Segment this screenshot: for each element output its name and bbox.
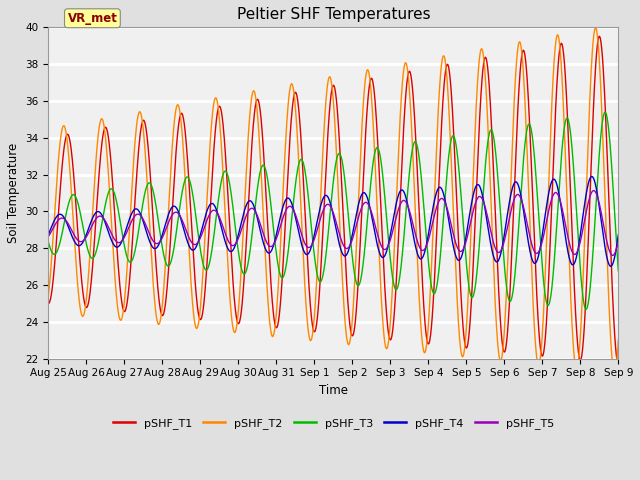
pSHF_T1 — [235, 321, 243, 326]
pSHF_T1 — [172, 161, 179, 167]
pSHF_T5 — [497, 249, 504, 254]
Title: Peltier SHF Temperatures: Peltier SHF Temperatures — [237, 7, 430, 22]
pSHF_T4 — [497, 252, 504, 258]
pSHF_T5 — [45, 233, 52, 239]
pSHF_T2 — [172, 111, 179, 117]
pSHF_T1 — [157, 311, 165, 317]
pSHF_T5 — [609, 252, 616, 258]
pSHF_T5 — [235, 234, 243, 240]
pSHF_T5 — [172, 209, 179, 215]
pSHF_T2 — [157, 311, 165, 317]
pSHF_T1 — [497, 317, 504, 323]
pSHF_T3 — [235, 252, 243, 258]
pSHF_T2 — [422, 347, 429, 352]
pSHF_T4 — [45, 231, 52, 237]
pSHF_T3 — [582, 306, 590, 312]
pSHF_T4 — [588, 174, 596, 180]
pSHF_T2 — [614, 337, 622, 343]
pSHF_T4 — [157, 235, 165, 241]
pSHF_T4 — [235, 229, 243, 235]
Legend: pSHF_T1, pSHF_T2, pSHF_T3, pSHF_T4, pSHF_T5: pSHF_T1, pSHF_T2, pSHF_T3, pSHF_T4, pSHF… — [108, 414, 559, 434]
pSHF_T2 — [235, 300, 243, 306]
Line: pSHF_T5: pSHF_T5 — [49, 191, 618, 255]
Line: pSHF_T1: pSHF_T1 — [49, 36, 618, 364]
pSHF_T1 — [45, 300, 52, 306]
pSHF_T2 — [45, 292, 52, 298]
pSHF_T1 — [422, 329, 429, 335]
pSHF_T4 — [614, 232, 622, 238]
pSHF_T1 — [614, 361, 622, 367]
pSHF_T4 — [422, 244, 429, 250]
Line: pSHF_T2: pSHF_T2 — [49, 28, 618, 373]
pSHF_T4 — [547, 182, 554, 188]
pSHF_T3 — [602, 109, 609, 115]
pSHF_T3 — [172, 237, 179, 243]
pSHF_T5 — [157, 237, 165, 242]
pSHF_T3 — [547, 295, 554, 300]
pSHF_T3 — [157, 239, 165, 244]
Y-axis label: Soil Temperature: Soil Temperature — [7, 143, 20, 243]
pSHF_T2 — [547, 130, 554, 136]
pSHF_T3 — [422, 229, 429, 235]
pSHF_T2 — [611, 370, 618, 376]
pSHF_T3 — [497, 208, 504, 214]
pSHF_T5 — [590, 188, 598, 193]
Text: VR_met: VR_met — [67, 12, 117, 25]
pSHF_T5 — [614, 239, 622, 245]
X-axis label: Time: Time — [319, 384, 348, 397]
pSHF_T3 — [614, 268, 622, 274]
pSHF_T1 — [547, 230, 554, 236]
pSHF_T5 — [422, 244, 429, 250]
pSHF_T3 — [45, 240, 52, 245]
pSHF_T4 — [172, 204, 179, 209]
pSHF_T5 — [547, 200, 554, 205]
pSHF_T1 — [595, 34, 603, 39]
pSHF_T2 — [497, 358, 504, 363]
pSHF_T2 — [592, 25, 600, 31]
Line: pSHF_T3: pSHF_T3 — [49, 112, 618, 309]
Line: pSHF_T4: pSHF_T4 — [49, 177, 618, 266]
pSHF_T4 — [607, 264, 614, 269]
